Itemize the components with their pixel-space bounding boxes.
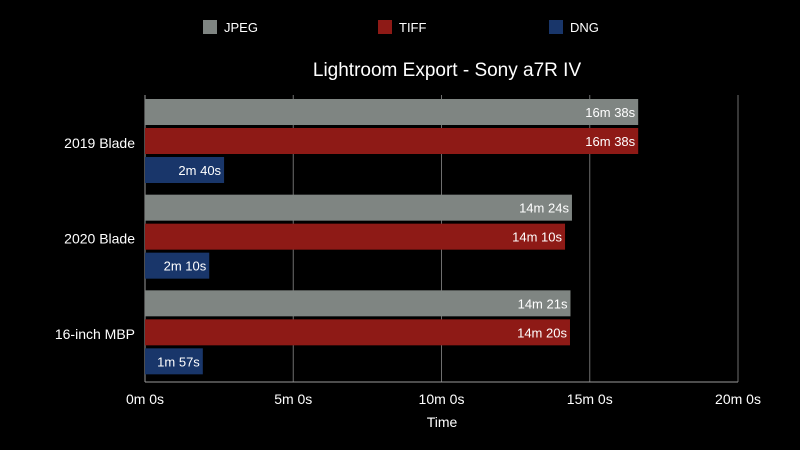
category-label: 2020 Blade [64,231,135,247]
bar-jpeg-1 [145,99,639,125]
legend-label-dng: DNG [570,20,599,35]
bar-dng-1 [145,157,225,183]
bar-dng-3 [145,348,203,375]
data-label: 14m 20s [517,325,567,340]
legend-label-tiff: TIFF [399,20,426,35]
bar-dng-2 [145,252,210,279]
data-label: 16m 38s [585,134,635,149]
x-axis-ticks: 0m 0s 5m 0s 10m 0s 15m 0s 20m 0s [126,391,761,407]
data-label: 2m 10s [164,259,207,274]
data-label: 14m 10s [512,230,562,245]
x-tick-label: 15m 0s [567,391,613,407]
bar-tiff-2 [145,223,566,250]
data-label: 14m 24s [519,201,569,216]
data-label: 2m 40s [178,163,221,178]
legend-swatch-dng [549,20,563,34]
category-label: 2019 Blade [64,135,135,151]
legend-swatch-jpeg [203,20,217,34]
x-axis-title: Time [427,414,458,430]
chart-title: Lightroom Export - Sony a7R IV [313,60,582,81]
category-labels: 2019 Blade 2020 Blade 16-inch MBP [55,135,135,342]
x-tick-label: 10m 0s [419,391,465,407]
category-label: 16-inch MBP [55,326,135,342]
legend-swatch-tiff [378,20,392,34]
x-tick-label: 20m 0s [715,391,761,407]
legend-label-jpeg: JPEG [224,20,258,35]
data-label: 1m 57s [157,354,200,369]
bar-jpeg-2 [145,194,572,221]
x-tick-label: 0m 0s [126,391,164,407]
legend: JPEG TIFF DNG [203,20,599,35]
bar-tiff-1 [145,128,639,154]
data-label: 16m 38s [585,105,635,120]
bars: 16m 38s 16m 38s 2m 40s 14m 24s 14m 10s 2m 10s… [145,99,639,375]
x-tick-label: 5m 0s [274,391,312,407]
bar-jpeg-3 [145,290,571,317]
bar-tiff-3 [145,319,570,346]
data-label: 14m 21s [518,296,568,311]
